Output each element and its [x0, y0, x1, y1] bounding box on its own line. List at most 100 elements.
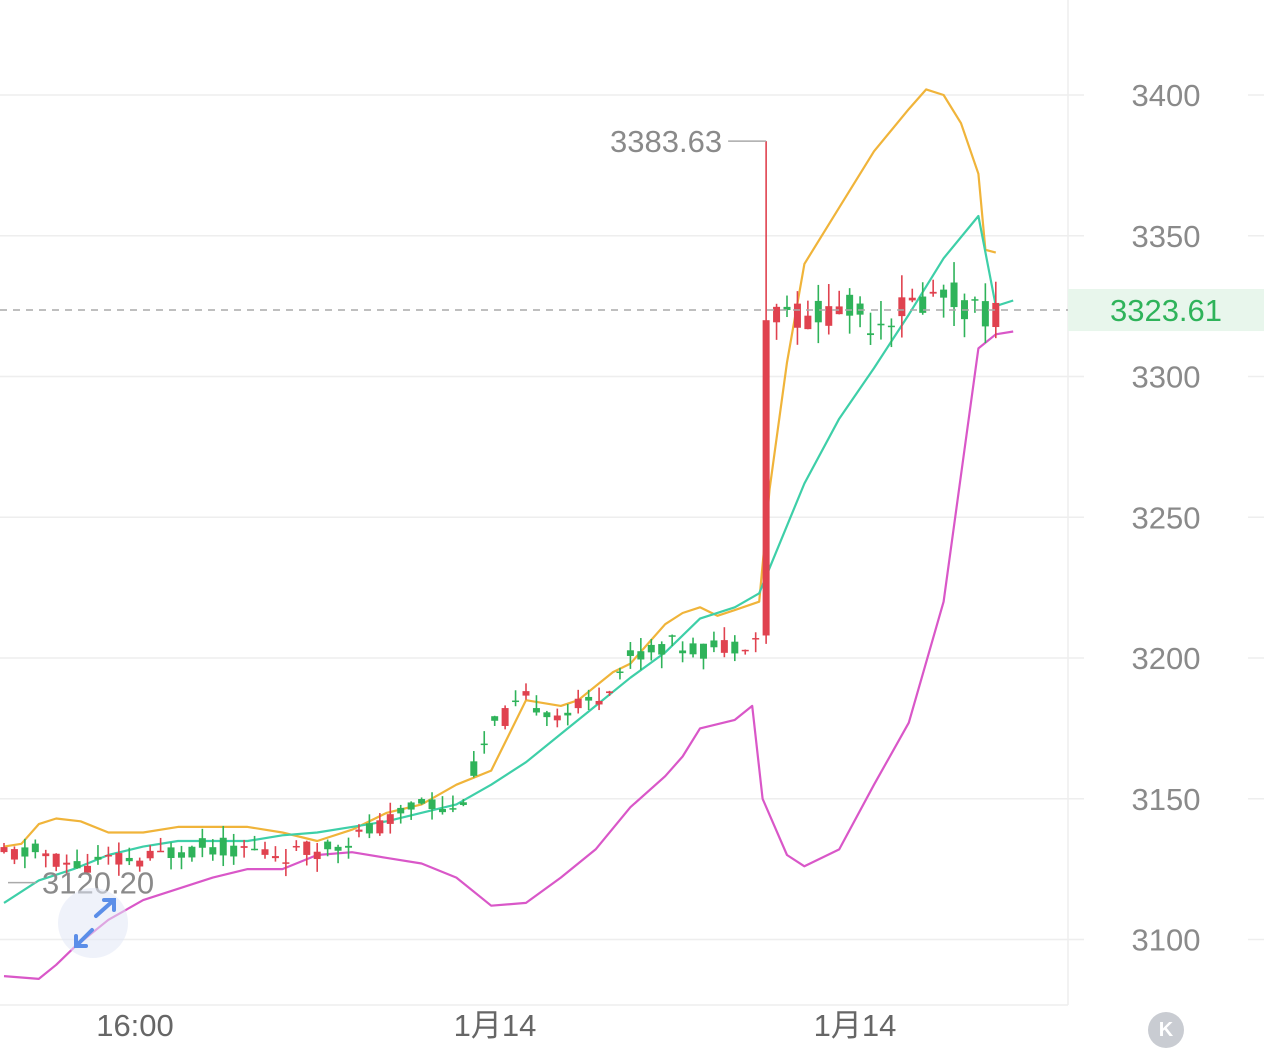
candle-body: [825, 306, 833, 326]
x-tick-label: 1月14: [454, 1008, 537, 1043]
candle-body: [971, 299, 979, 301]
candle-body: [595, 700, 603, 705]
candle-body: [908, 297, 916, 301]
candle-body: [251, 848, 259, 851]
x-tick-label: 16:00: [96, 1008, 174, 1043]
candle-body: [710, 640, 718, 648]
candle-body: [616, 671, 624, 674]
candle-body: [741, 649, 749, 652]
candle-body: [553, 715, 561, 721]
upper-band-line: [3, 88, 997, 848]
candle-body: [198, 838, 206, 848]
current-price-badge: [1068, 289, 1264, 332]
candles: [0, 141, 1000, 877]
candle-body: [188, 846, 196, 858]
candle-body: [407, 802, 415, 810]
candle-body: [449, 808, 457, 810]
y-tick-label: 3100: [1132, 923, 1201, 958]
candle-body: [480, 743, 488, 746]
grid-lines: [0, 94, 1264, 941]
candle-body: [522, 691, 530, 696]
candle-body: [501, 708, 509, 726]
candle-body: [574, 698, 582, 709]
candle-body: [313, 851, 321, 860]
candle-body: [720, 640, 728, 653]
candle-body: [292, 845, 300, 848]
candle-body: [867, 333, 875, 336]
y-tick-label: 3200: [1132, 641, 1201, 676]
candle-body: [835, 306, 843, 315]
candle-body: [271, 856, 279, 859]
candle-body: [929, 291, 937, 294]
candle-body: [846, 294, 854, 316]
y-axis-ticks: 3100 3150 3200 3250 3300 3350 3400: [1132, 78, 1201, 958]
y-tick-label: 3250: [1132, 500, 1201, 535]
candle-body: [804, 315, 812, 330]
candle-body: [73, 861, 81, 869]
candle-body: [491, 716, 499, 721]
candle-body: [240, 846, 248, 848]
candle-body: [564, 712, 572, 716]
candle-body: [856, 303, 864, 315]
candle-body: [52, 853, 60, 867]
y-tick-label: 3400: [1132, 78, 1201, 113]
candle-body: [94, 856, 102, 860]
y-tick-label: 3150: [1132, 782, 1201, 817]
candle-body: [355, 829, 363, 832]
candle-body: [585, 696, 593, 701]
candle-body: [365, 823, 373, 834]
candle-body: [919, 296, 927, 313]
bollinger-bands: [3, 88, 1014, 980]
candle-body: [428, 799, 436, 810]
candle-body: [699, 643, 707, 659]
candle-body: [543, 712, 551, 718]
candle-body: [950, 282, 958, 308]
candle-body: [637, 651, 645, 660]
expand-icon[interactable]: [58, 888, 128, 958]
candle-body: [512, 700, 520, 703]
candle-body: [459, 802, 467, 805]
lower-band-line: [3, 330, 1014, 980]
candle-body: [679, 650, 687, 654]
candle-body: [177, 852, 185, 858]
candle-body: [877, 323, 885, 326]
candle-body: [345, 845, 353, 848]
x-tick-label: 1月14: [814, 1008, 897, 1043]
candle-body: [303, 841, 311, 855]
max-marker-label: 3383.63: [610, 124, 722, 159]
candle-body: [136, 860, 144, 867]
candle-body: [386, 814, 394, 824]
candle-body: [334, 846, 342, 851]
candle-body: [731, 641, 739, 654]
candle-body: [793, 303, 801, 328]
candle-body: [219, 837, 227, 856]
candle-body: [689, 643, 697, 655]
candle-body: [773, 306, 781, 323]
candle-body: [626, 650, 634, 656]
candle-body: [84, 865, 92, 873]
candle-body: [647, 644, 655, 653]
x-axis-ticks: 16:00 1月14 1月14: [96, 1008, 896, 1043]
candle-body: [125, 857, 133, 862]
candle-body: [814, 300, 822, 323]
middle-band-line: [3, 214, 1014, 904]
candle-body: [146, 850, 154, 859]
candle-body: [157, 850, 165, 853]
candle-body: [230, 845, 238, 857]
candle-body: [115, 853, 123, 865]
candle-body: [209, 847, 217, 855]
candle-body: [63, 862, 71, 865]
candle-body: [940, 289, 948, 298]
candle-body: [167, 847, 175, 859]
candle-body: [762, 320, 770, 636]
candle-body: [658, 644, 666, 655]
candle-body: [606, 691, 614, 694]
candle-body: [470, 761, 478, 776]
candle-body: [10, 849, 18, 860]
candle-body: [418, 799, 426, 804]
candle-body: [532, 708, 540, 713]
candle-body: [668, 635, 676, 637]
kline-mode-icon[interactable]: K: [1148, 1012, 1184, 1048]
candle-body: [397, 807, 405, 814]
